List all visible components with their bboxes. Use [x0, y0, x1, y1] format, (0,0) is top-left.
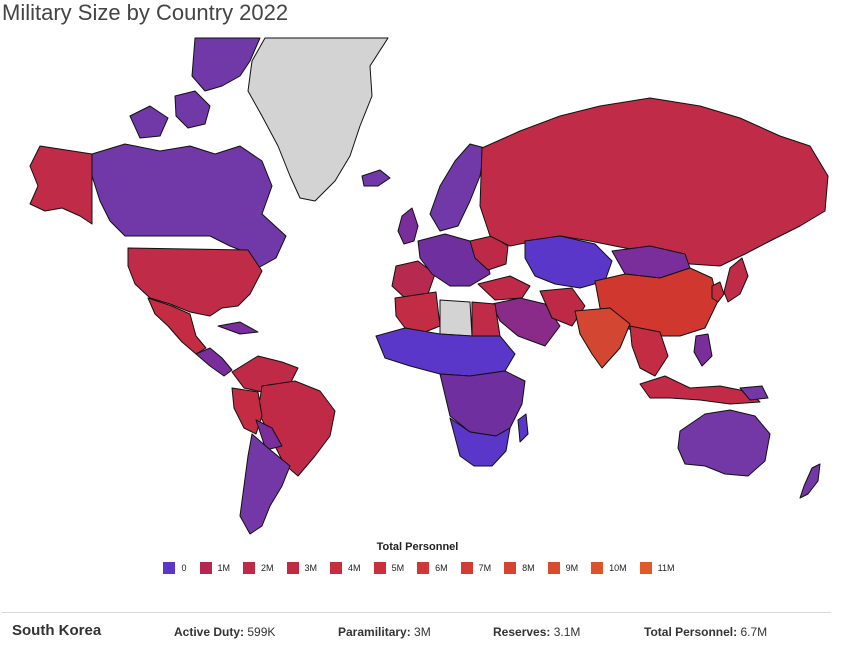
country-australia[interactable] [677, 409, 771, 477]
legend-item[interactable]: 7M [460, 562, 492, 574]
legend-label: 5M [391, 563, 405, 573]
reserves-value: 3.1M [553, 625, 581, 639]
country-scandinavia[interactable] [429, 143, 486, 232]
country-peru[interactable] [231, 387, 263, 435]
legend-items: 0 1M 2M 3M 4M 5M 6M 7M 8M 9M 10M 11M [0, 562, 835, 574]
country-bolivia[interactable] [255, 419, 283, 451]
country-africa-south[interactable] [449, 417, 511, 467]
total-personnel-label: Total Personnel: [644, 625, 738, 639]
country-alaska[interactable] [29, 145, 93, 225]
country-cuba[interactable] [217, 321, 259, 335]
legend-title: Total Personnel [376, 541, 459, 553]
active-duty-stat: Active Duty: 599K [174, 625, 275, 639]
legend-label: 7M [478, 563, 492, 573]
page-title: Military Size by Country 2022 [2, 0, 289, 25]
country-south-korea[interactable] [711, 281, 725, 303]
reserves-label: Reserves: [493, 625, 551, 639]
country-turkey[interactable] [477, 275, 531, 301]
country-greenland[interactable] [247, 37, 389, 202]
country-papua[interactable] [739, 385, 769, 401]
paramilitary-stat: Paramilitary: 3M [338, 625, 431, 639]
legend-swatch [330, 562, 343, 574]
legend-item[interactable]: 1M [199, 562, 231, 574]
legend-label: 10M [609, 563, 627, 573]
paramilitary-label: Paramilitary: [338, 625, 411, 639]
legend-item[interactable]: 4M [330, 562, 361, 574]
reserves-stat: Reserves: 3.1M [493, 625, 580, 639]
country-india[interactable] [574, 307, 631, 369]
country-canada-islands-2[interactable] [129, 105, 169, 139]
country-japan[interactable] [723, 257, 749, 303]
country-uk[interactable] [397, 207, 419, 245]
country-usa[interactable] [127, 247, 263, 317]
country-madagascar[interactable] [517, 413, 529, 443]
world-map-svg [29, 37, 829, 535]
country-canada-islands[interactable] [191, 37, 261, 92]
selected-country-name: South Korea [12, 622, 102, 639]
active-duty-value: 599K [247, 625, 276, 639]
legend-item[interactable]: 2M [243, 562, 274, 574]
country-iceland[interactable] [361, 169, 391, 187]
country-africa-west[interactable] [375, 327, 516, 377]
country-egypt[interactable] [471, 301, 501, 337]
legend: Total Personnel 0 1M 2M 3M 4M 5M 6M 7M 8M 9M 10M 11… [0, 541, 835, 574]
country-middle-east[interactable] [491, 297, 561, 347]
legend-item[interactable]: 0 [163, 562, 187, 574]
country-indonesia[interactable] [639, 375, 761, 405]
legend-label: 1M [217, 563, 231, 573]
legend-swatch [504, 562, 517, 574]
legend-swatch [163, 562, 176, 574]
legend-label: 4M [348, 563, 361, 573]
total-personnel-stat: Total Personnel: 6.7M [644, 625, 767, 639]
legend-label: 0 [181, 563, 187, 573]
country-africa-central[interactable] [439, 370, 526, 437]
legend-swatch [286, 562, 299, 574]
country-canada[interactable] [91, 143, 287, 269]
country-info-bar: South Korea Active Duty: 599K Paramilita… [2, 612, 831, 646]
country-mexico[interactable] [147, 297, 207, 355]
legend-label: 2M [261, 563, 274, 573]
legend-swatch [243, 562, 256, 574]
country-argentina[interactable] [239, 433, 291, 535]
legend-item[interactable]: 6M [417, 562, 448, 574]
legend-item[interactable]: 9M [547, 562, 579, 574]
legend-label: 8M [522, 563, 535, 573]
paramilitary-value: 3M [414, 625, 431, 639]
country-algeria[interactable] [394, 291, 441, 333]
legend-item[interactable]: 3M [286, 562, 318, 574]
legend-swatch [373, 562, 386, 574]
country-libya[interactable] [439, 299, 473, 337]
country-canada-islands-3[interactable] [174, 90, 211, 129]
total-personnel-value: 6.7M [740, 625, 768, 639]
country-central-america[interactable] [195, 347, 233, 377]
country-kazakhstan[interactable] [524, 235, 613, 289]
legend-swatch [199, 562, 212, 574]
legend-label: 11M [657, 563, 675, 573]
active-duty-label: Active Duty: [174, 625, 245, 639]
country-southeast-asia[interactable] [629, 325, 669, 377]
legend-label: 9M [565, 563, 579, 573]
country-philippines[interactable] [693, 333, 713, 367]
world-map [0, 36, 835, 536]
legend-label: 3M [304, 563, 318, 573]
legend-swatch [460, 562, 473, 574]
legend-swatch [591, 562, 604, 574]
legend-swatch [547, 562, 560, 574]
legend-item[interactable]: 10M [591, 562, 627, 574]
legend-swatch [417, 562, 430, 574]
country-new-zealand[interactable] [799, 463, 821, 499]
legend-item[interactable]: 8M [504, 562, 535, 574]
legend-item[interactable]: 11M [639, 562, 675, 574]
legend-swatch [639, 562, 652, 574]
legend-item[interactable]: 5M [373, 562, 405, 574]
legend-label: 6M [435, 563, 448, 573]
